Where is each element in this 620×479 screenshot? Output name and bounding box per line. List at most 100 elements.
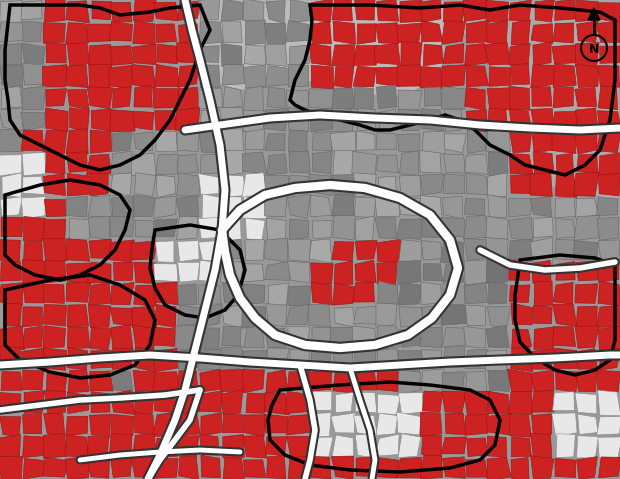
Polygon shape	[86, 154, 111, 175]
Polygon shape	[443, 263, 464, 282]
Polygon shape	[111, 457, 132, 478]
Polygon shape	[0, 456, 22, 479]
Polygon shape	[90, 328, 112, 350]
Polygon shape	[487, 307, 510, 329]
Polygon shape	[246, 129, 265, 150]
Polygon shape	[442, 327, 465, 347]
Polygon shape	[198, 46, 219, 63]
Polygon shape	[400, 0, 422, 23]
Polygon shape	[246, 218, 265, 240]
Polygon shape	[21, 130, 43, 150]
Polygon shape	[487, 173, 507, 197]
Polygon shape	[466, 460, 487, 477]
Polygon shape	[110, 217, 134, 237]
Polygon shape	[111, 151, 134, 175]
Polygon shape	[334, 308, 355, 327]
Polygon shape	[109, 240, 135, 262]
Polygon shape	[375, 434, 399, 456]
Polygon shape	[530, 173, 552, 197]
Polygon shape	[243, 284, 265, 304]
Polygon shape	[131, 153, 156, 176]
Polygon shape	[509, 154, 533, 175]
Polygon shape	[88, 217, 110, 240]
Polygon shape	[177, 1, 201, 21]
Polygon shape	[198, 390, 223, 412]
Polygon shape	[330, 131, 356, 153]
Polygon shape	[444, 347, 465, 368]
Polygon shape	[486, 21, 508, 45]
Polygon shape	[200, 154, 219, 174]
Polygon shape	[424, 87, 443, 106]
Polygon shape	[575, 88, 596, 107]
Polygon shape	[423, 264, 443, 281]
Polygon shape	[441, 437, 466, 454]
Polygon shape	[176, 195, 198, 219]
Polygon shape	[510, 175, 531, 194]
Polygon shape	[377, 349, 400, 369]
Polygon shape	[222, 414, 244, 433]
Polygon shape	[90, 371, 113, 391]
Polygon shape	[376, 155, 399, 173]
Polygon shape	[133, 111, 154, 130]
Polygon shape	[596, 21, 620, 42]
Polygon shape	[534, 281, 552, 306]
Polygon shape	[266, 0, 285, 23]
Polygon shape	[531, 349, 555, 369]
Polygon shape	[576, 64, 599, 88]
Polygon shape	[266, 218, 286, 241]
Polygon shape	[198, 305, 222, 328]
Polygon shape	[311, 195, 332, 217]
Polygon shape	[578, 414, 598, 434]
Polygon shape	[556, 370, 578, 392]
Polygon shape	[508, 391, 533, 414]
Polygon shape	[488, 195, 507, 218]
Polygon shape	[308, 370, 332, 391]
Polygon shape	[464, 216, 489, 239]
Polygon shape	[0, 326, 25, 350]
Polygon shape	[264, 414, 288, 433]
Polygon shape	[87, 457, 109, 478]
Polygon shape	[445, 413, 466, 434]
Polygon shape	[110, 110, 135, 132]
Polygon shape	[332, 435, 353, 457]
Polygon shape	[91, 109, 111, 131]
Polygon shape	[597, 217, 618, 240]
Polygon shape	[133, 21, 155, 45]
Polygon shape	[1, 372, 22, 390]
Polygon shape	[68, 369, 89, 393]
Polygon shape	[464, 260, 488, 285]
Polygon shape	[43, 457, 68, 477]
Polygon shape	[377, 0, 399, 21]
Polygon shape	[443, 457, 466, 479]
Polygon shape	[87, 262, 111, 283]
Polygon shape	[533, 151, 554, 174]
Polygon shape	[222, 65, 244, 85]
Polygon shape	[177, 413, 200, 436]
Polygon shape	[133, 195, 155, 217]
Polygon shape	[153, 349, 179, 372]
Polygon shape	[175, 108, 200, 131]
Polygon shape	[487, 260, 510, 284]
Polygon shape	[199, 328, 219, 349]
Polygon shape	[92, 1, 112, 20]
Polygon shape	[509, 217, 533, 241]
Polygon shape	[135, 173, 156, 196]
Polygon shape	[23, 458, 46, 479]
Polygon shape	[466, 110, 488, 133]
Polygon shape	[288, 194, 311, 219]
Polygon shape	[290, 219, 309, 240]
Polygon shape	[177, 262, 200, 282]
Polygon shape	[246, 393, 266, 413]
Polygon shape	[466, 371, 487, 392]
Polygon shape	[45, 0, 65, 22]
Text: N: N	[589, 43, 599, 56]
Polygon shape	[358, 108, 376, 131]
Polygon shape	[376, 23, 399, 44]
Polygon shape	[486, 325, 510, 347]
Polygon shape	[509, 260, 529, 280]
Polygon shape	[512, 329, 532, 349]
Polygon shape	[489, 67, 511, 86]
Polygon shape	[68, 90, 89, 110]
Polygon shape	[507, 369, 532, 392]
Polygon shape	[334, 261, 353, 285]
